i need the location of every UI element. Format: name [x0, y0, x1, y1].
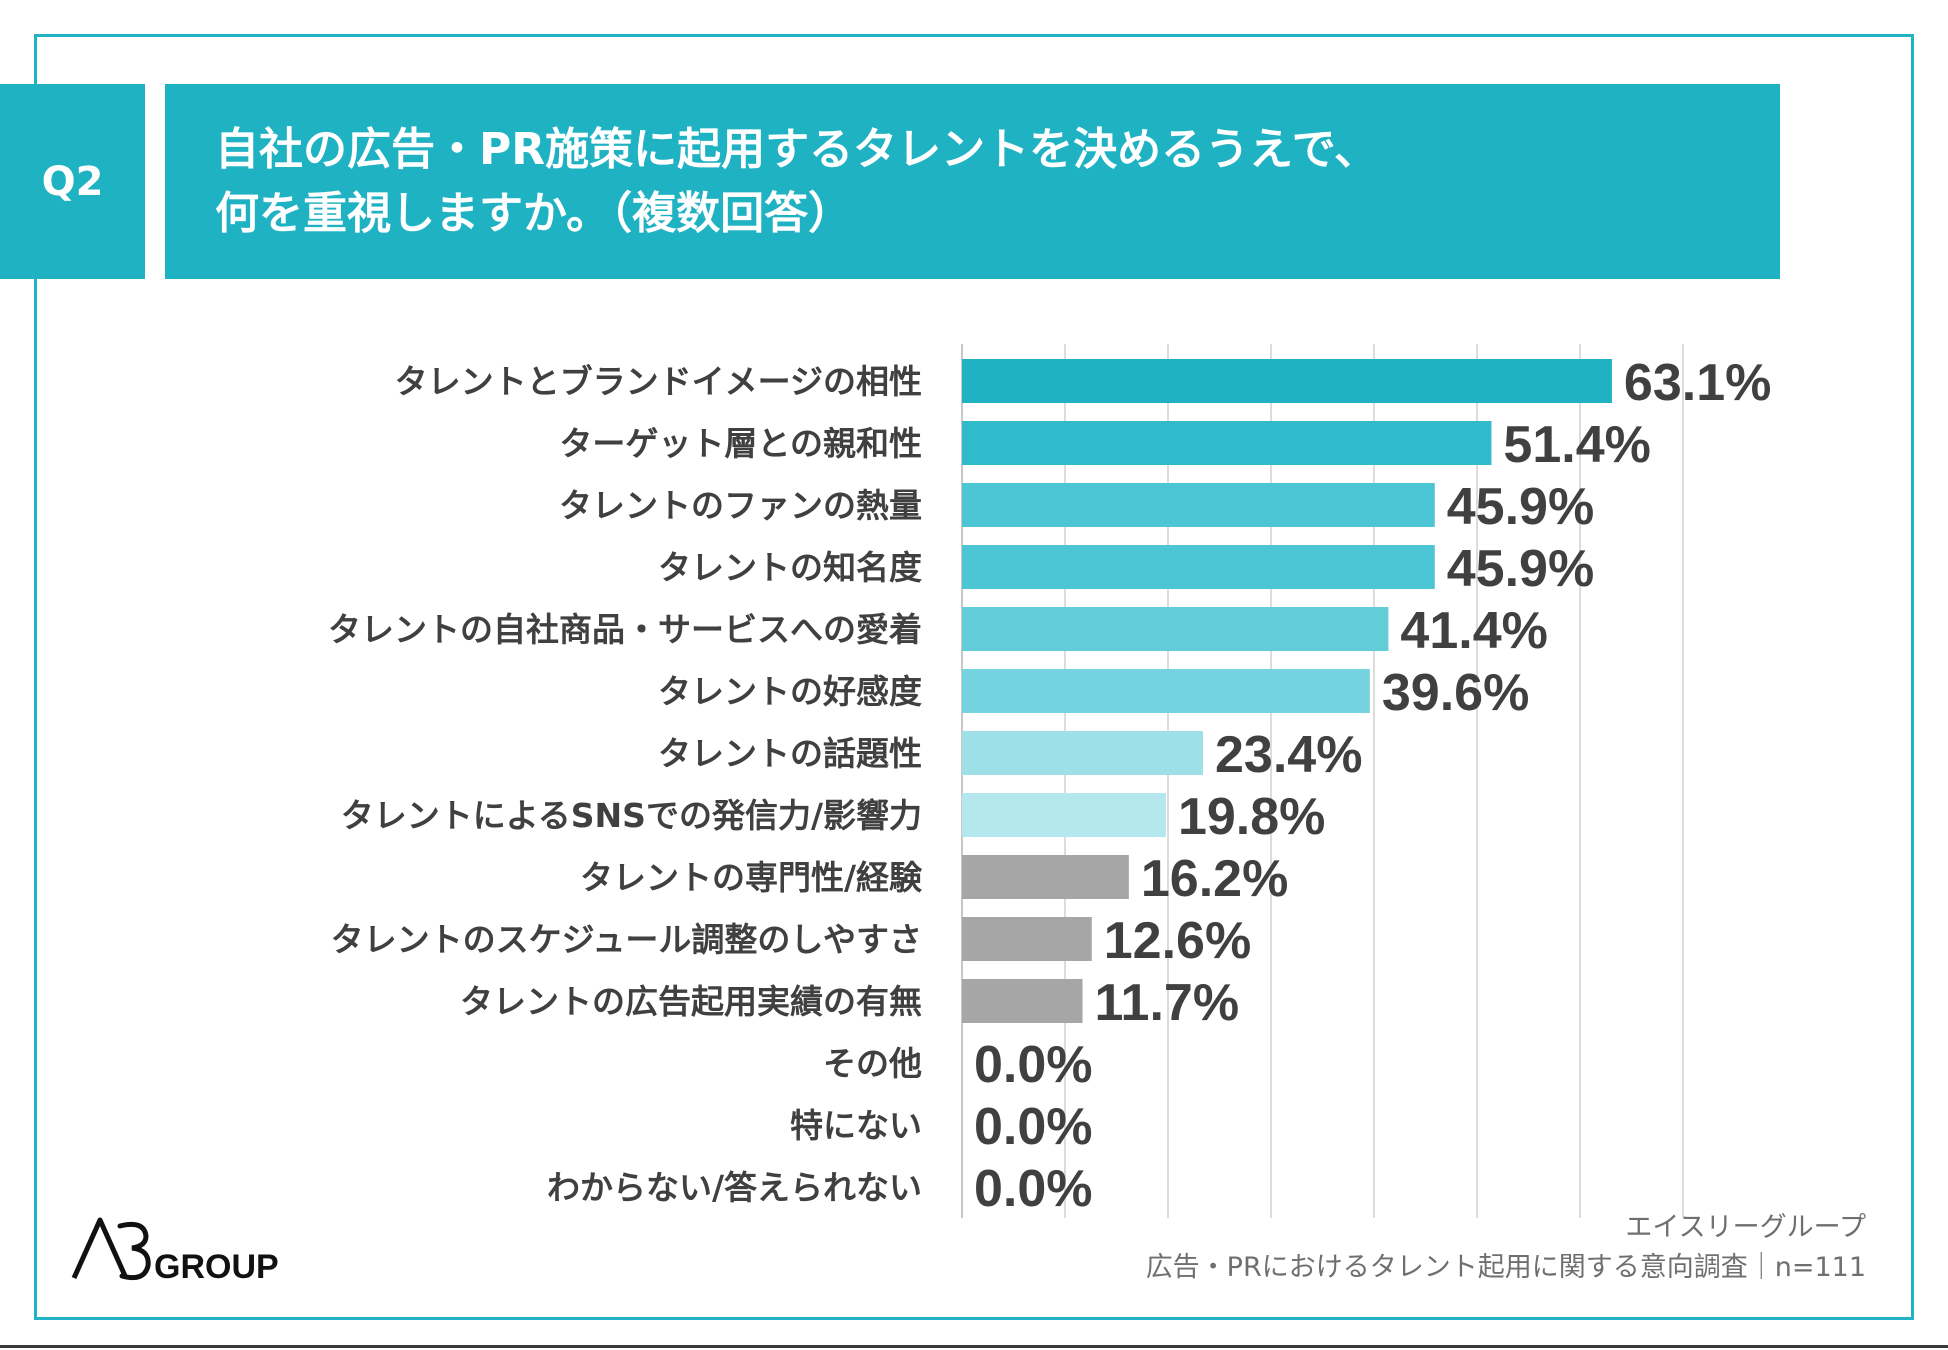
- bar: [962, 917, 1092, 961]
- bar: [962, 545, 1435, 589]
- bar: [962, 359, 1612, 403]
- value-label: 0.0%: [974, 1036, 1093, 1094]
- source-note: エイスリーグループ 広告・PRにおけるタレント起用に関する意向調査｜n=111: [1146, 1208, 1866, 1288]
- bottom-divider: [0, 1345, 1948, 1348]
- value-label: 45.9%: [1447, 478, 1594, 536]
- value-label: 16.2%: [1141, 850, 1288, 908]
- value-label: 63.1%: [1624, 354, 1771, 412]
- question-number-label: Q2: [41, 158, 104, 205]
- bar: [962, 483, 1435, 527]
- category-label: タレントによるSNSでの発信力/影響力: [341, 796, 922, 835]
- question-title-line-1: 自社の広告・PR施策に起用するタレントを決めるうえで、: [215, 123, 1379, 175]
- value-label: 51.4%: [1503, 416, 1650, 474]
- category-label: ターゲット層との親和性: [559, 424, 922, 463]
- bar: [962, 421, 1492, 465]
- category-label: タレントの知名度: [658, 548, 922, 587]
- category-label: タレントの広告起用実績の有無: [460, 982, 922, 1021]
- value-label: 45.9%: [1447, 540, 1594, 598]
- question-title-banner: 自社の広告・PR施策に起用するタレントを決めるうえで、 何を重視しますか。（複数…: [165, 84, 1780, 279]
- chart-frame: [34, 34, 1914, 1320]
- value-label: 19.8%: [1178, 788, 1325, 846]
- bar: [962, 793, 1166, 837]
- category-label: タレントのスケジュール調整のしやすさ: [331, 920, 922, 959]
- bar: [962, 731, 1204, 775]
- source-company: エイスリーグループ: [1625, 1212, 1866, 1243]
- category-label: タレントの自社商品・サービスへの愛着: [328, 610, 922, 649]
- category-label: タレントの好感度: [658, 672, 922, 711]
- value-label: 41.4%: [1400, 602, 1547, 660]
- category-label: タレントとブランドイメージの相性: [395, 362, 922, 401]
- question-title-line-2: 何を重視しますか。（複数回答）: [215, 187, 853, 239]
- source-survey: 広告・PRにおけるタレント起用に関する意向調査｜n=111: [1145, 1252, 1866, 1283]
- value-label: 12.6%: [1104, 912, 1251, 970]
- logo-group-text: GROUP: [154, 1248, 279, 1286]
- category-label: タレントの話題性: [658, 734, 922, 773]
- category-label: 特にない: [790, 1106, 922, 1145]
- logo-a-mark: [71, 1217, 129, 1280]
- value-label: 11.7%: [1095, 974, 1240, 1032]
- value-label: 0.0%: [974, 1098, 1093, 1156]
- value-label: 39.6%: [1382, 664, 1529, 722]
- value-label: 0.0%: [974, 1160, 1093, 1218]
- category-label: タレントの専門性/経験: [580, 858, 923, 897]
- bar: [962, 669, 1370, 713]
- category-label: タレントのファンの熱量: [559, 486, 922, 525]
- category-label: その他: [823, 1044, 922, 1083]
- category-label: わからない/答えられない: [547, 1168, 922, 1207]
- bar: [962, 855, 1129, 899]
- question-number: Q2: [0, 84, 145, 279]
- logo-3-mark: [117, 1221, 151, 1281]
- bar: [962, 979, 1083, 1023]
- value-label: 23.4%: [1215, 726, 1362, 784]
- bar: [962, 607, 1389, 651]
- a3-group-logo: GROUP: [71, 1217, 279, 1286]
